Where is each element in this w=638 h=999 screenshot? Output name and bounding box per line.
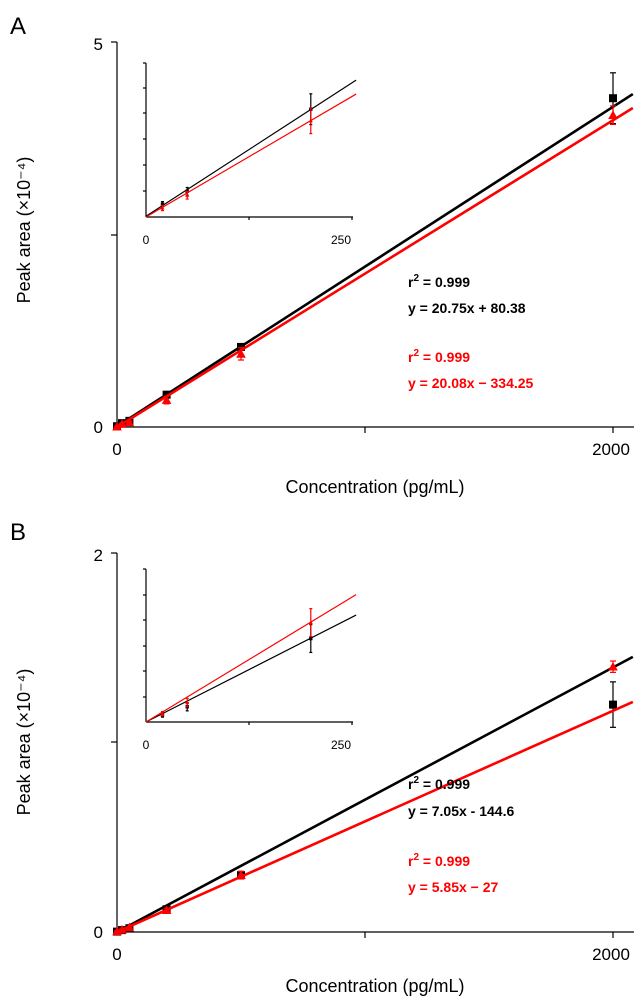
data-point-red-a-2 — [124, 417, 135, 427]
x-tick-label-max-a: 2000 — [592, 440, 630, 459]
inset-x-tick-label-min-b: 0 — [143, 738, 150, 752]
data-point-black-a-3 — [162, 390, 171, 399]
inset-data-point-black-b-2 — [309, 636, 313, 641]
panel-label-a: A — [10, 13, 26, 40]
inset-data-point-red-a-1 — [185, 193, 190, 197]
data-point-black-a-5 — [609, 94, 617, 103]
inset-fit-line-red-b — [145, 594, 357, 723]
r2-label-red-b: r2 = 0.999 — [408, 852, 470, 869]
x-tick-label-max-b: 2000 — [592, 945, 630, 964]
series-group-a — [112, 72, 634, 431]
data-point-red-b-5 — [608, 661, 618, 671]
fit-line-black-b — [116, 655, 634, 934]
inset-data-point-red-b-1 — [185, 700, 190, 705]
r2-label-black-b: r2 = 0.999 — [408, 775, 470, 792]
equation-red-b: y = 5.85x − 27 — [408, 879, 499, 895]
x-tick-label-min-b: 0 — [112, 945, 121, 964]
inset-fit-line-black-a — [145, 79, 357, 217]
equation-black-a: y = 20.75x + 80.38 — [408, 300, 526, 316]
series-group-b — [112, 655, 634, 936]
fit-line-black-a — [116, 92, 634, 428]
data-point-red-b-3 — [161, 905, 172, 915]
inset-a: 0 250 — [143, 62, 357, 247]
panel-a: A 5 0 0 2000 Concentration (pg/mL) Peak … — [10, 13, 634, 497]
x-axis-title-b: Concentration (pg/mL) — [285, 976, 464, 996]
inset-data-point-red-b-2 — [308, 620, 313, 625]
inset-x-tick-label-max-a: 250 — [331, 233, 351, 247]
inset-x-tick-label-max-b: 250 — [331, 738, 351, 752]
data-point-red-b-4 — [236, 870, 246, 879]
inset-fit-line-black-b — [145, 614, 357, 723]
inset-data-point-red-a-0 — [160, 205, 165, 210]
y-axis-title-b: Peak area (×10⁻⁴) — [14, 669, 34, 816]
r2-label-red-a: r2 = 0.999 — [408, 348, 470, 365]
inset-fit-line-red-a — [145, 93, 357, 218]
data-point-black-b-5 — [609, 700, 617, 709]
fit-line-red-b — [116, 700, 634, 934]
y-axis-title-a: Peak area (×10⁻⁴) — [14, 157, 34, 304]
data-point-red-a-0 — [112, 421, 122, 431]
inset-b: 0 250 — [143, 568, 357, 752]
data-point-red-a-4 — [236, 349, 246, 358]
data-point-red-a-5 — [608, 110, 618, 119]
data-point-red-b-1 — [117, 924, 127, 934]
inset-data-point-black-a-0 — [160, 202, 165, 206]
panel-b: B 2 0 0 2000 Concentration (pg/mL) Peak … — [10, 519, 634, 996]
inset-data-point-red-a-2 — [308, 118, 313, 123]
y-tick-label-max-a: 5 — [94, 35, 103, 54]
equation-red-a: y = 20.08x − 334.25 — [408, 375, 534, 391]
x-axis-title-a: Concentration (pg/mL) — [285, 477, 464, 497]
inset-series-group-a — [145, 79, 357, 218]
y-tick-label-min-b: 0 — [94, 923, 103, 942]
y-tick-label-min-a: 0 — [94, 418, 103, 437]
fit-line-red-a — [116, 106, 634, 429]
y-tick-label-max-b: 2 — [94, 546, 103, 565]
r2-label-black-a: r2 = 0.999 — [408, 273, 470, 290]
x-tick-label-min-a: 0 — [112, 440, 121, 459]
inset-data-point-red-b-0 — [160, 711, 165, 716]
panel-label-b: B — [10, 519, 26, 546]
data-point-black-a-4 — [237, 342, 245, 351]
data-point-red-b-2 — [124, 922, 135, 932]
inset-series-group-b — [145, 594, 357, 723]
inset-x-tick-label-min-a: 0 — [143, 233, 150, 247]
data-point-red-a-3 — [161, 395, 172, 404]
equation-black-b: y = 7.05x - 144.6 — [408, 803, 514, 819]
data-point-red-a-1 — [117, 419, 127, 428]
